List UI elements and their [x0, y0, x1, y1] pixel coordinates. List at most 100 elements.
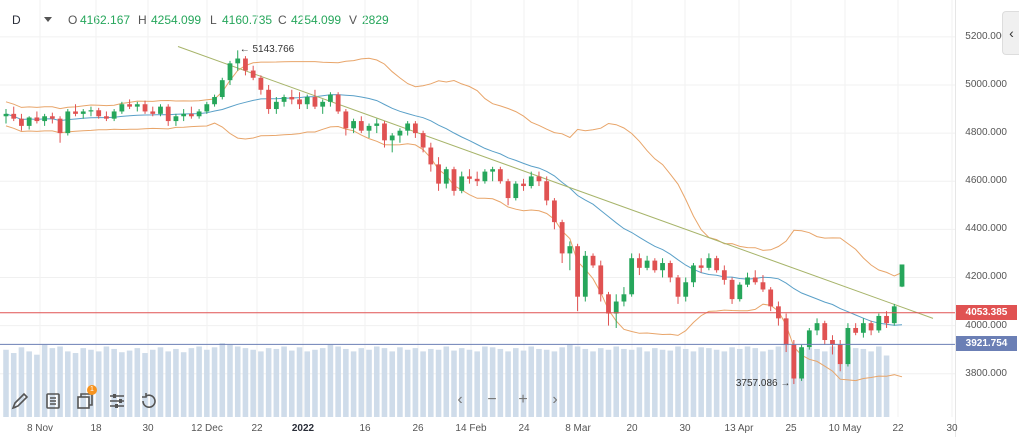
low-value: 4160.735	[222, 13, 273, 27]
candle-body	[358, 121, 364, 131]
volume-bar	[652, 348, 658, 417]
volume-bar	[289, 350, 295, 417]
volume-bar	[404, 349, 411, 417]
volume-bar	[528, 346, 535, 417]
x-tick-label: 18	[90, 423, 102, 434]
volume-bar	[165, 351, 171, 417]
candle-body	[366, 125, 372, 131]
volume-bar	[435, 349, 442, 417]
y-tick-label: 5200.000	[965, 30, 1007, 42]
low-annotation: 3757.086 →	[736, 378, 791, 389]
volume-bar	[250, 349, 256, 417]
volume-value: 2829	[362, 13, 389, 27]
candle-body	[266, 89, 272, 110]
volume-bar	[234, 346, 241, 417]
candle-body	[721, 270, 727, 280]
notification-badge: 1	[87, 385, 97, 395]
volume-bar	[119, 352, 125, 417]
volume-bar	[103, 346, 110, 417]
chevron-right-icon[interactable]: ›	[552, 391, 558, 408]
trend-line	[177, 46, 934, 319]
candle-body	[443, 169, 449, 184]
volume-bar	[296, 347, 303, 417]
zoom-in-icon[interactable]: +	[518, 391, 528, 408]
low-annotation-label: 3757.086	[735, 378, 778, 390]
volume-bar	[505, 351, 511, 417]
volume-bar	[458, 348, 465, 417]
volume-bar	[142, 353, 148, 417]
candle-body	[57, 118, 63, 134]
volume-bar	[806, 348, 813, 417]
x-tick-label: 30	[679, 423, 691, 434]
volume-bar	[49, 348, 56, 417]
volume-bar	[304, 351, 311, 417]
volume-bar	[837, 349, 843, 417]
price-axis[interactable]	[955, 0, 1019, 437]
candle-body	[590, 255, 596, 266]
volume-bar	[543, 349, 550, 417]
candle-body	[96, 110, 102, 117]
volume-bar	[373, 346, 380, 417]
chevron-left-icon[interactable]: ‹	[457, 391, 463, 408]
candle-body	[420, 133, 426, 148]
candle-body	[227, 63, 233, 81]
candle-body	[312, 97, 318, 107]
volume-bar	[381, 348, 388, 417]
candle-body	[250, 70, 256, 78]
collapse-panel-button[interactable]: ‹	[1002, 11, 1019, 55]
volume-bar	[188, 348, 195, 417]
timeframe-selector[interactable]: D	[12, 13, 21, 27]
candle-body	[328, 94, 333, 102]
document-icon[interactable]	[43, 391, 63, 411]
zoom-out-icon[interactable]: −	[487, 391, 497, 408]
low-label: L	[210, 13, 217, 27]
arrow-right-icon: →	[780, 378, 791, 390]
volume-bar	[821, 351, 828, 417]
volume-bar	[26, 351, 32, 417]
candle-body	[320, 101, 326, 107]
chevron-down-icon[interactable]	[44, 17, 52, 22]
candle-body	[34, 117, 40, 122]
volume-bar	[713, 349, 720, 417]
volume-bar	[721, 351, 728, 417]
close-value: 4254.099	[291, 13, 342, 27]
x-tick-label: 26	[412, 423, 424, 434]
volume-bar	[18, 347, 25, 417]
candle-body	[629, 258, 635, 295]
price-chart[interactable]	[0, 0, 955, 437]
sliders-icon[interactable]	[107, 391, 127, 411]
volume-bar	[613, 346, 619, 417]
volume-bar	[845, 347, 851, 417]
candle-body	[660, 263, 665, 271]
candle-body	[165, 106, 171, 122]
volume-bar	[559, 347, 565, 417]
volume-bar	[883, 355, 890, 417]
candle-body	[42, 116, 48, 122]
drawing-toolbar	[0, 385, 170, 415]
x-tick-label: 12 Dec	[191, 423, 223, 434]
reference-price-badge: 3921.754	[956, 336, 1017, 352]
pencil-icon[interactable]	[10, 391, 30, 411]
candle-body	[374, 123, 380, 126]
arrow-left-icon: ←	[239, 44, 250, 56]
volume-bar	[350, 351, 357, 417]
y-tick-label: 4200.000	[965, 271, 1007, 283]
volume-bar	[744, 346, 751, 417]
candle-body	[544, 181, 550, 201]
moving-average-line	[5, 94, 903, 326]
candle-body	[343, 111, 349, 129]
x-tick-label: 16	[359, 423, 371, 434]
candle-body	[73, 111, 78, 114]
x-tick-label: 20	[626, 423, 638, 434]
volume-bar	[590, 351, 596, 417]
volume-bar	[814, 348, 820, 417]
candle-body	[559, 222, 565, 254]
undo-icon[interactable]	[138, 391, 158, 411]
volume-bar	[690, 351, 697, 417]
volume-bar	[536, 348, 542, 417]
candle-body	[675, 277, 681, 297]
volume-bar	[281, 346, 287, 417]
chevron-left-icon[interactable]: ‹	[1009, 25, 1014, 41]
x-tick-label: 30	[142, 423, 154, 434]
volume-bar	[783, 344, 789, 417]
